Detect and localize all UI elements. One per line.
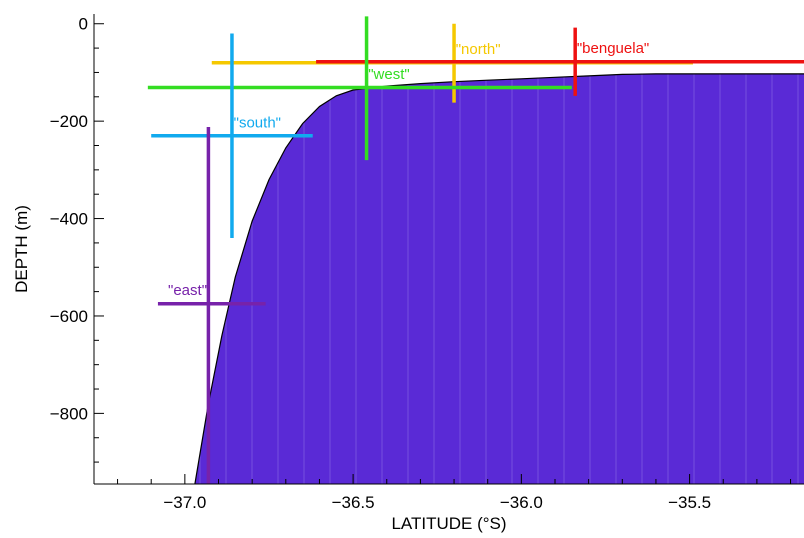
station-west-label: "west" [368, 66, 410, 83]
x-tick-label: −37.0 [163, 493, 206, 512]
station-east-label: "east" [168, 282, 207, 299]
y-tick-label: 0 [79, 15, 88, 34]
station-south-label: "south" [234, 114, 281, 131]
y-tick-label: −400 [50, 210, 88, 229]
station-north-label: "north" [456, 41, 501, 58]
fill-stripes [199, 73, 799, 484]
x-tick-label: −36.5 [332, 493, 375, 512]
x-axis-label: LATITUDE (°S) [391, 514, 506, 533]
y-ticks: 0 −200 −400 −600 −800 [50, 15, 104, 463]
x-tick-label: −36.0 [500, 493, 543, 512]
station-lines [147, 16, 804, 484]
axes: −37.0 −36.5 −36.0 −35.5 0 −200 −400 −600 −800 [50, 14, 804, 512]
y-tick-label: −200 [50, 112, 88, 131]
y-tick-label: −800 [50, 404, 88, 423]
plot-area [147, 16, 804, 484]
x-tick-label: −35.5 [668, 493, 711, 512]
y-tick-label: −600 [50, 307, 88, 326]
station-labels: "north" "benguela" "west" "south" "east" [168, 40, 649, 299]
bathymetry-fill [194, 73, 804, 484]
station-benguela-label: "benguela" [577, 40, 649, 57]
x-ticks: −37.0 −36.5 −36.0 −35.5 [117, 474, 792, 512]
y-axis-label: DEPTH (m) [12, 205, 31, 293]
bathymetry-outline [194, 73, 804, 484]
